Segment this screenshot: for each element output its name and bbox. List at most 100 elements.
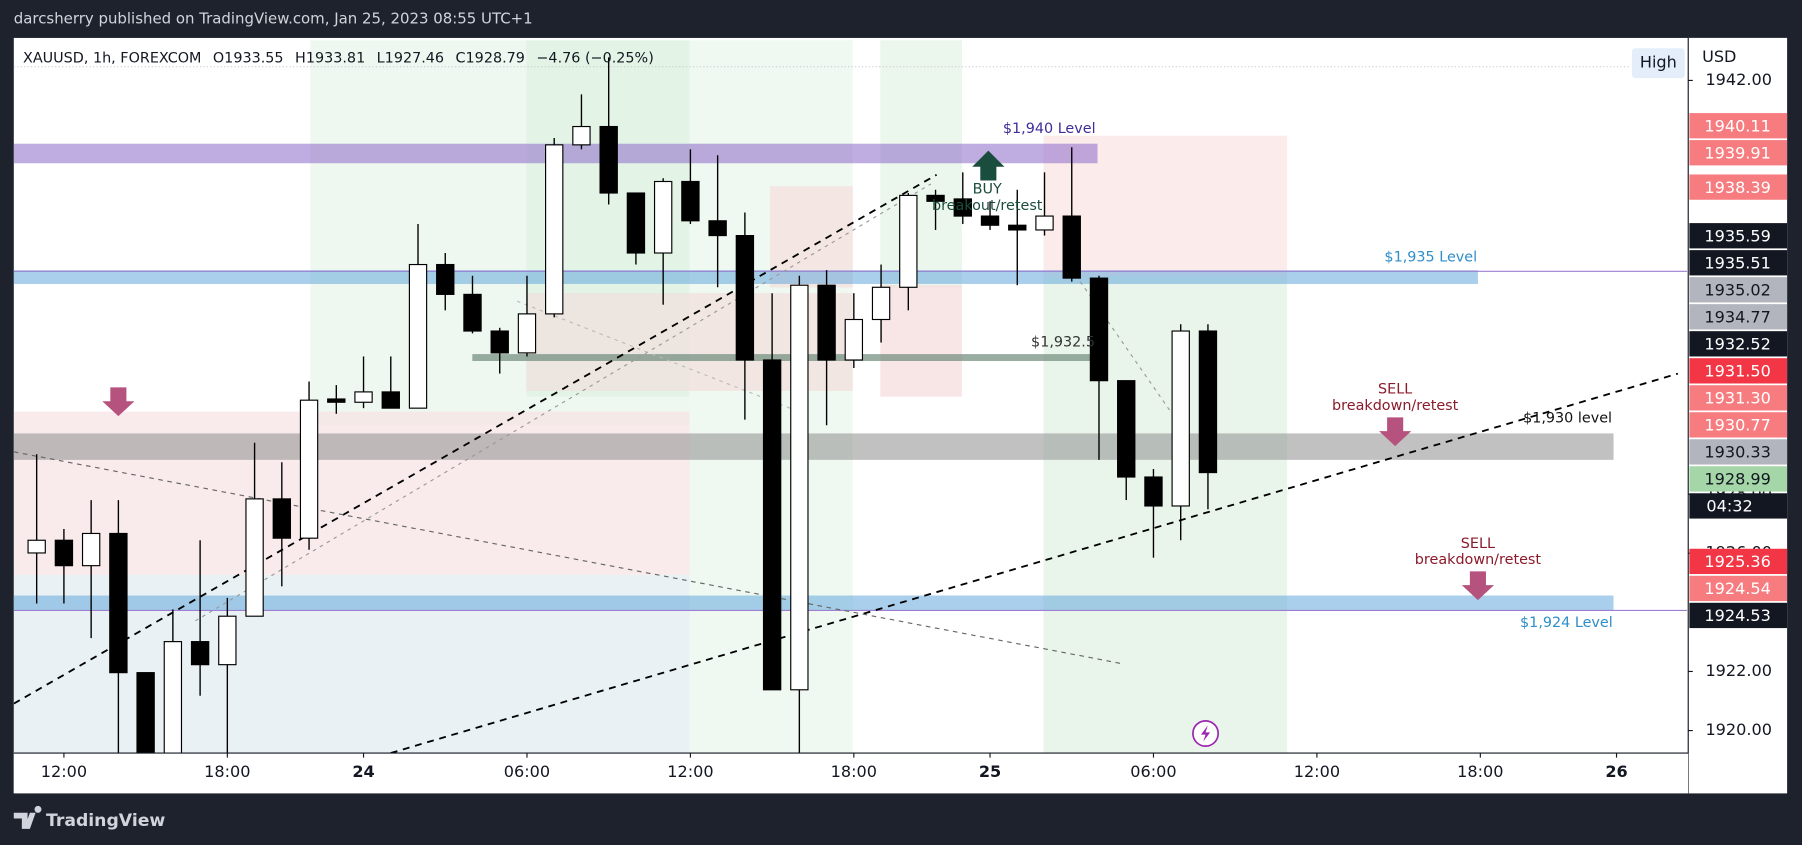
candle-body: [844, 318, 864, 361]
x-tick-label: 25: [979, 762, 1001, 781]
scale-button-label[interactable]: High: [1640, 53, 1677, 72]
candle-body: [980, 215, 1000, 226]
candle-body: [327, 398, 346, 403]
symbol-legend: XAUUSD, 1h, FOREXCOM O1933.55 H1933.81 L…: [23, 51, 654, 67]
candle-body: [1008, 224, 1027, 231]
trend-line: [13, 173, 938, 705]
candle-body: [490, 330, 509, 354]
x-tick-label: 18:00: [204, 762, 250, 781]
price-tag: [1689, 602, 1788, 629]
countdown-label: 04:32: [1706, 497, 1752, 516]
price-tag-label: 1935.59: [1704, 226, 1770, 245]
price-tag: [1689, 113, 1788, 139]
candle-body: [1171, 330, 1190, 507]
candle-body: [1062, 215, 1081, 279]
candle-body: [381, 391, 400, 409]
time-axis: [13, 753, 1689, 794]
price-tag: [1689, 385, 1788, 411]
candle-body: [953, 198, 972, 217]
annotation: breakdown/retest: [1332, 398, 1459, 414]
annotation: $1,935 Level: [1384, 250, 1477, 266]
annotation: $1,930 level: [1523, 410, 1612, 426]
candle-body: [1035, 215, 1054, 231]
x-tick-label: 18:00: [1457, 762, 1503, 781]
candle-body: [1117, 380, 1136, 478]
price-tag-label: 1928.99: [1704, 470, 1770, 489]
price-tag: [1689, 331, 1788, 357]
annotation: SELL: [1461, 536, 1495, 552]
candle-body: [136, 672, 155, 754]
candle-body: [463, 293, 482, 332]
price-tag: [1689, 412, 1788, 438]
event-icon-bolt: [1200, 725, 1211, 742]
price-tag: [1689, 277, 1788, 303]
x-tick-label: 12:00: [41, 762, 87, 781]
price-tag-label: 1939.91: [1704, 143, 1770, 162]
price-tag-label: 1931.30: [1704, 389, 1770, 408]
legend-close: C1928.79: [456, 51, 525, 67]
x-tick-label: 12:00: [667, 762, 713, 781]
overlay: $1,940 Level BUY breakout/retest $1,935 …: [102, 121, 1613, 747]
legend-change: −4.76 (−0.25%): [536, 51, 653, 67]
candle-body: [27, 539, 46, 554]
level-band: [472, 354, 1098, 361]
sell-arrow: [102, 387, 135, 417]
legend-high: H1933.81: [295, 51, 365, 67]
sell-arrow: [1379, 417, 1412, 447]
candle-body: [545, 144, 564, 315]
candle-body: [735, 235, 755, 361]
y-tick-label: 1942.00: [1705, 70, 1771, 89]
candles: [27, 57, 1218, 754]
candle-body: [299, 399, 319, 539]
candle-body: [817, 284, 836, 361]
candle-body: [1144, 476, 1163, 507]
candle-body: [109, 532, 128, 674]
axes: 12:00 18:00 24 06:00 12:00 18:00 25 06:00 12:00 1…: [41, 70, 1788, 781]
zone: [880, 40, 962, 288]
legend-low: L1927.46: [377, 51, 444, 67]
price-tag: [1689, 548, 1788, 575]
y-tick-label: 1922.00: [1705, 661, 1771, 680]
price-tag-label: 1938.39: [1704, 178, 1770, 197]
price-tag-label: 1935.51: [1704, 253, 1770, 272]
legend-open: O1933.55: [213, 51, 284, 67]
trend-line: [195, 183, 932, 622]
candle-body: [708, 220, 727, 237]
x-tick-label: 18:00: [831, 762, 877, 781]
annotation: breakdown/retest: [1415, 552, 1542, 568]
candle-body: [681, 180, 700, 222]
price-tag: [1689, 304, 1788, 330]
buy-arrow: [972, 150, 1005, 181]
candle-body: [218, 615, 237, 666]
candle-body: [517, 313, 537, 354]
candle-body: [436, 263, 455, 295]
trend-line: [13, 451, 1121, 664]
candle-body: [81, 532, 101, 567]
legend-symbol: XAUUSD, 1h, FOREXCOM: [23, 51, 201, 67]
candle-body: [408, 263, 428, 409]
candle-body: [572, 125, 591, 146]
price-tag-label: 1940.11: [1704, 116, 1770, 135]
price-tag: [1689, 466, 1788, 492]
header-title: darcsherry published on TradingView.com,…: [14, 10, 533, 28]
candle-body: [354, 391, 373, 403]
annotation: breakout/retest: [932, 198, 1043, 214]
price-tag-label: 1935.02: [1704, 280, 1770, 299]
annotation: $1,932.5: [1031, 335, 1095, 351]
price-tag: [1689, 575, 1788, 602]
brand-logo: [13, 805, 42, 829]
price-tag-label: 1925.36: [1704, 552, 1770, 571]
scale-button[interactable]: [1631, 48, 1685, 79]
price-tag-label: 1934.77: [1704, 307, 1770, 326]
annotation: BUY: [973, 182, 1002, 198]
price-tag-label: 1924.54: [1704, 579, 1770, 598]
candle-body: [899, 194, 918, 288]
price-tag-label: 1930.77: [1704, 416, 1770, 435]
candle-body: [163, 641, 183, 754]
annotation: $1,940 Level: [1003, 121, 1096, 137]
price-tag: [1689, 250, 1788, 276]
brand: TradingView: [46, 811, 165, 831]
price-tag-label: 1924.53: [1704, 606, 1770, 625]
x-tick-label: 06:00: [1130, 762, 1176, 781]
